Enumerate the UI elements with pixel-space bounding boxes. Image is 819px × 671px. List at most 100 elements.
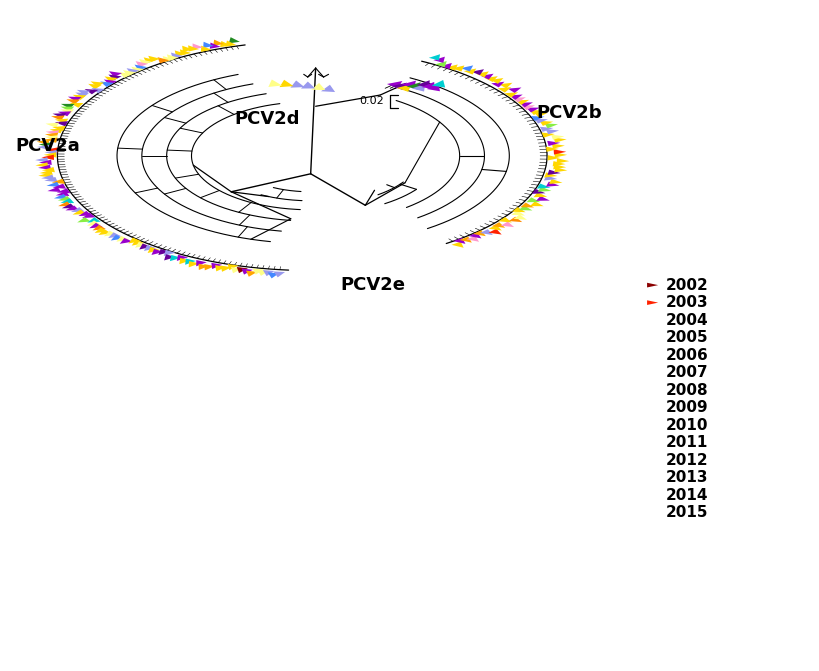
Polygon shape [38,142,52,148]
Polygon shape [54,194,68,199]
Polygon shape [537,187,550,192]
Polygon shape [129,238,141,244]
Text: 0.02: 0.02 [359,97,384,106]
Polygon shape [421,82,434,89]
Polygon shape [170,255,181,261]
Polygon shape [61,107,75,111]
Polygon shape [61,203,75,208]
Polygon shape [143,245,156,251]
Polygon shape [488,229,501,235]
Polygon shape [220,266,231,272]
Polygon shape [132,240,144,246]
Polygon shape [547,155,559,160]
Polygon shape [57,189,70,193]
Polygon shape [139,59,152,65]
Polygon shape [453,238,465,244]
Polygon shape [123,70,136,76]
Polygon shape [201,46,211,52]
Polygon shape [491,82,504,87]
Polygon shape [68,97,82,102]
Polygon shape [231,267,242,273]
Polygon shape [440,63,451,69]
Polygon shape [499,83,512,89]
Polygon shape [215,265,226,271]
Polygon shape [546,141,559,146]
Polygon shape [646,336,658,340]
Polygon shape [41,174,54,180]
Polygon shape [473,230,485,236]
Polygon shape [104,231,117,236]
Polygon shape [45,123,59,127]
Polygon shape [646,353,658,358]
Polygon shape [182,46,193,52]
Polygon shape [507,87,521,93]
Polygon shape [451,66,464,72]
Polygon shape [459,237,471,243]
Polygon shape [547,170,560,175]
Polygon shape [646,370,658,375]
Polygon shape [56,191,70,196]
Polygon shape [526,197,540,202]
Text: 2011: 2011 [665,435,708,450]
Polygon shape [152,249,163,255]
Polygon shape [451,242,463,248]
Polygon shape [536,184,550,189]
Polygon shape [536,196,550,201]
Polygon shape [179,258,190,264]
Polygon shape [301,82,314,89]
Polygon shape [646,440,658,445]
Polygon shape [545,147,558,152]
Polygon shape [87,220,101,225]
Text: 2015: 2015 [665,505,708,520]
Polygon shape [508,217,522,222]
Polygon shape [104,79,117,85]
Polygon shape [545,182,559,187]
Polygon shape [135,61,148,67]
Polygon shape [396,85,411,92]
Polygon shape [38,172,52,178]
Polygon shape [387,81,402,89]
Polygon shape [104,76,118,82]
Polygon shape [552,161,565,166]
Polygon shape [490,78,503,84]
Polygon shape [52,184,66,189]
Polygon shape [246,270,257,276]
Polygon shape [646,493,658,498]
Polygon shape [108,74,121,81]
Polygon shape [497,87,511,93]
Polygon shape [491,222,505,227]
Polygon shape [504,93,518,98]
Polygon shape [139,244,152,250]
Polygon shape [416,81,429,88]
Text: 2009: 2009 [665,400,708,415]
Polygon shape [646,476,658,480]
Polygon shape [545,129,559,134]
Polygon shape [426,84,440,91]
Polygon shape [431,80,445,87]
Polygon shape [36,140,49,145]
Polygon shape [171,52,183,59]
Polygon shape [87,217,101,223]
Polygon shape [541,132,554,138]
Text: PCV2a: PCV2a [16,137,79,155]
Polygon shape [120,238,133,244]
Text: 2008: 2008 [665,382,708,398]
Polygon shape [58,201,72,206]
Polygon shape [268,79,282,87]
Polygon shape [227,264,238,270]
Polygon shape [435,61,446,67]
Polygon shape [484,76,497,82]
Polygon shape [198,264,209,270]
Polygon shape [225,40,236,47]
Polygon shape [185,258,196,265]
Polygon shape [70,207,84,212]
Polygon shape [143,57,156,64]
Polygon shape [551,144,564,149]
Polygon shape [406,83,420,90]
Polygon shape [203,42,214,48]
Polygon shape [196,260,206,266]
Text: 2010: 2010 [665,418,708,433]
Polygon shape [44,177,57,182]
Polygon shape [50,128,63,134]
Polygon shape [204,264,215,270]
